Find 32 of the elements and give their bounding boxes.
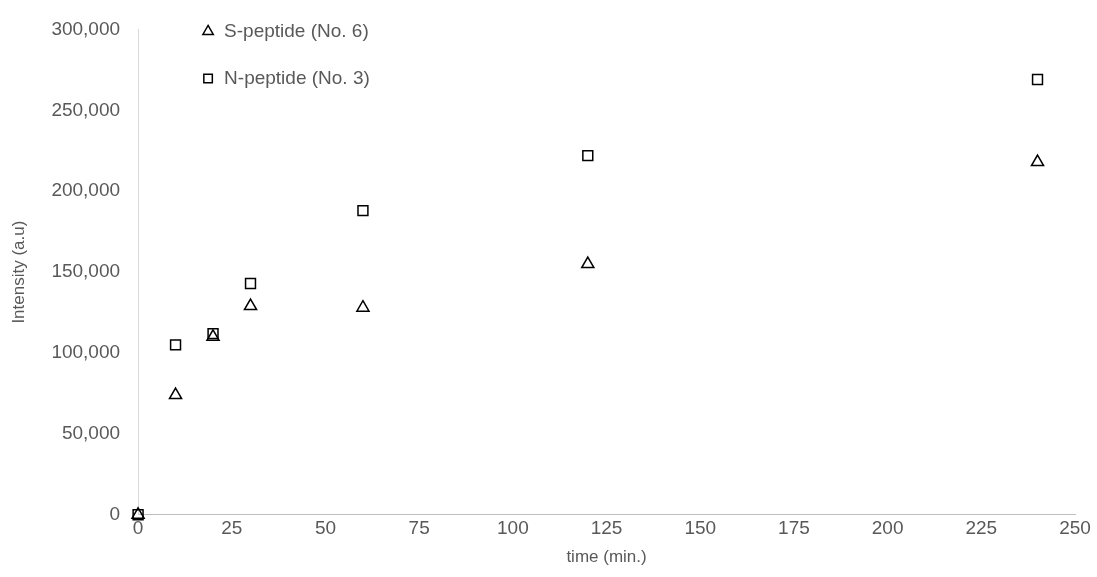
point	[243, 298, 258, 311]
x-tick-label: 0	[132, 517, 144, 539]
x-tick-label: 25	[221, 517, 243, 539]
y-tick-label: 250,000	[51, 98, 121, 120]
point	[580, 256, 595, 269]
x-tick-label: 50	[314, 517, 337, 539]
y-tick-label: 300,000	[51, 17, 121, 39]
y-axis-title: Intensity (a.u)	[8, 220, 28, 324]
x-tick-label: 250	[1059, 517, 1091, 539]
x-tick-label: 75	[408, 517, 430, 539]
point	[168, 387, 183, 400]
x-axis-title: time (min.)	[566, 547, 647, 567]
legend-label: N-peptide (No. 3)	[224, 66, 370, 88]
x-tick-label: 200	[871, 517, 904, 539]
x-tick-label: 100	[497, 517, 529, 539]
y-tick-label: 0	[109, 503, 121, 525]
x-tick-label: 150	[684, 517, 717, 539]
x-tick-label: 125	[590, 517, 623, 539]
y-tick-label: 100,000	[51, 341, 121, 363]
point	[244, 277, 257, 290]
x-tick-label: 175	[778, 517, 810, 539]
point	[1030, 154, 1045, 167]
y-tick-label: 200,000	[51, 179, 121, 201]
x-tick-label: 225	[965, 517, 998, 539]
legend-label: S-peptide (No. 6)	[224, 19, 369, 41]
y-tick-label: 50,000	[61, 422, 121, 444]
point	[356, 299, 370, 312]
point	[582, 149, 594, 162]
point	[169, 339, 182, 351]
point	[357, 204, 369, 217]
point	[1031, 73, 1044, 86]
y-tick-label: 150,000	[51, 260, 121, 282]
